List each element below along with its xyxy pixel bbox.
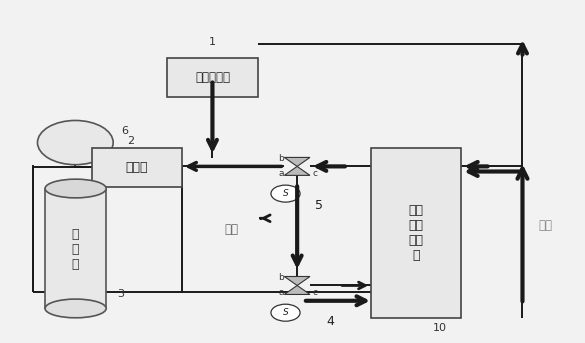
Text: 4: 4 [326,315,334,328]
Bar [92,148,182,187]
Bar [45,189,106,308]
Ellipse shape [45,179,106,198]
Text: 发动机水泵: 发动机水泵 [195,71,230,84]
Text: a: a [278,169,284,178]
Text: c: c [312,288,317,297]
Bar [371,148,462,318]
Circle shape [271,304,300,321]
Text: 1: 1 [209,37,216,47]
Text: 热水: 热水 [539,220,553,233]
Ellipse shape [45,299,106,318]
Text: 制冷
半导
体装
置: 制冷 半导 体装 置 [409,204,424,262]
Text: 冷水: 冷水 [225,223,238,236]
Polygon shape [284,276,310,285]
Circle shape [37,120,113,165]
Text: 10: 10 [432,323,446,333]
Text: S: S [283,189,288,198]
Text: S: S [283,308,288,317]
Text: a: a [278,288,284,297]
Text: 3: 3 [117,289,124,299]
Circle shape [271,185,300,202]
Text: c: c [312,169,317,178]
Text: 散热器: 散热器 [126,161,148,174]
Text: 5: 5 [315,199,323,212]
Text: 储
水
器: 储 水 器 [72,228,80,271]
Text: b: b [278,273,284,283]
Text: 6: 6 [122,126,129,136]
Text: 2: 2 [127,136,134,146]
Polygon shape [284,166,310,175]
Polygon shape [284,157,310,166]
Bar [167,58,257,97]
Polygon shape [284,285,310,294]
Text: b: b [278,154,284,163]
